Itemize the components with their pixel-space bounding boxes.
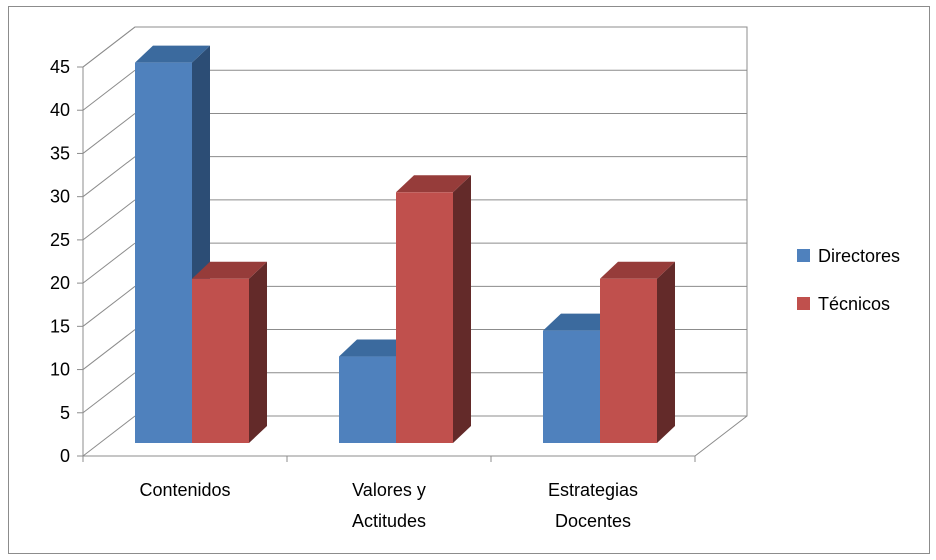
y-tick-label: 30 [50,187,70,207]
bar-front [135,62,192,444]
y-tick-label: 0 [60,446,70,466]
legend-swatch [797,297,810,310]
bar-front [192,278,249,443]
bar-front [543,330,600,443]
bar-top [543,313,618,331]
bar-top [396,175,471,193]
gridline-side [82,329,136,370]
y-tick-label: 45 [50,57,70,77]
bar-top [600,261,675,279]
x-category-label: Contenidos [139,480,230,500]
axes [77,66,696,462]
gridline-side [82,372,136,414]
y-tick-label: 20 [50,273,70,293]
bar-top [192,261,267,279]
bar-front [339,356,396,443]
x-category-labels: Contenidos Valores y Actitudes Estrategias D… [139,480,638,531]
bar-side [249,261,267,443]
legend: Directores Técnicos [797,246,900,314]
y-tick-label: 5 [60,403,70,423]
gridline-side [82,113,136,154]
legend-label: Técnicos [818,294,890,314]
x-category-label: Estrategias [548,480,638,500]
y-tick-label: 25 [50,230,70,250]
y-tick-label: 35 [50,143,70,163]
legend-label: Directores [818,246,900,266]
x-category-label: Valores y [352,480,426,500]
y-tick-label: 40 [50,100,70,120]
bar-top [135,45,210,63]
bars [135,45,675,444]
bar-tcnicos-1 [396,175,471,444]
gridline-side [82,415,136,457]
gridline-side [82,199,136,241]
gridline-side [82,285,136,327]
bar-side [657,261,675,443]
y-tick-label: 10 [50,360,70,380]
bar-front [600,278,657,443]
bar-tcnicos-0 [192,261,267,443]
bar-tcnicos-2 [600,261,675,443]
gridline-side [82,242,136,284]
bar-side [453,175,471,444]
legend-swatch [797,249,810,262]
bar-front [396,192,453,443]
gridline-side [82,156,136,198]
bar-top [339,339,414,357]
legend-item: Técnicos [797,294,890,314]
gridline-side [82,69,136,111]
gridline-side [82,26,136,68]
x-category-label: Docentes [555,511,631,531]
y-tick-labels: 0 5 10 15 20 25 30 35 40 45 [50,57,70,466]
x-category-label: Actitudes [352,511,426,531]
legend-item: Directores [797,246,900,266]
y-tick-label: 15 [50,316,70,336]
